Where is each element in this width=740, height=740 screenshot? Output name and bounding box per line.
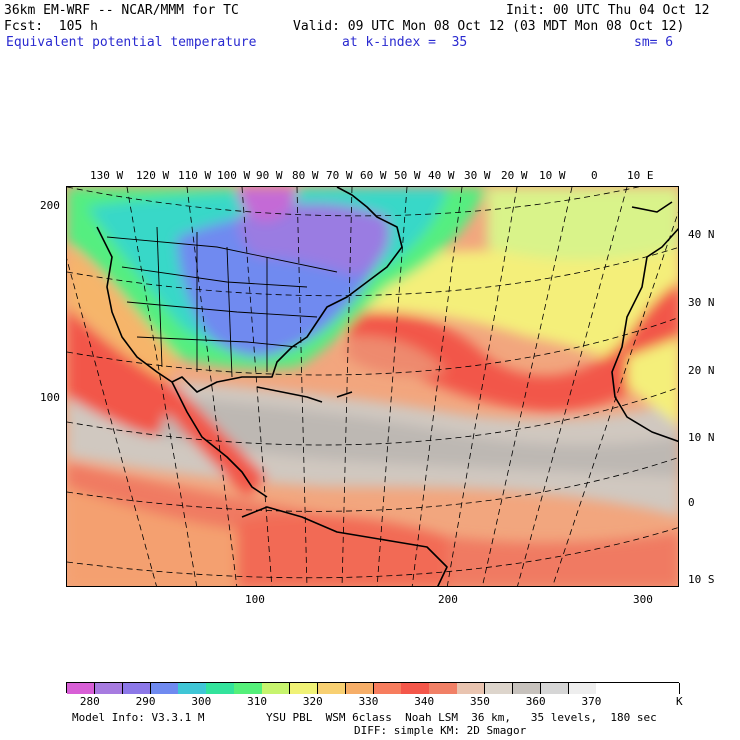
longitude-label: 30 W [464, 169, 491, 182]
grid-x-label: 300 [633, 593, 653, 606]
longitude-label: 60 W [360, 169, 387, 182]
color-scale-segment [94, 683, 124, 694]
color-scale-unit: K [676, 695, 683, 708]
color-scale-segment [150, 683, 179, 694]
longitude-label: 10 E [627, 169, 654, 182]
init-time: Init: 00 UTC Thu 04 Oct 12 [506, 3, 710, 18]
map-panel [66, 186, 679, 587]
color-scale-segment [373, 683, 402, 694]
level-label: at k-index = 35 [342, 35, 468, 50]
smoothing-label: sm= 6 [634, 35, 674, 50]
longitude-label: 100 W [217, 169, 251, 182]
coastlines [96, 187, 678, 586]
latitude-label: 0 [688, 496, 695, 509]
color-scale-segment [262, 683, 291, 694]
longitude-label: 20 W [501, 169, 528, 182]
color-scale-segment [568, 683, 597, 694]
color-scale-segment [67, 683, 96, 694]
color-scale-label: 280 [79, 695, 100, 708]
forecast-hour: Fcst: 105 h [4, 19, 98, 34]
latitude-label: 40 N [688, 228, 715, 241]
longitude-label: 0 [591, 169, 598, 182]
color-scale-segment [401, 683, 430, 694]
color-scale-label: 340 [414, 695, 435, 708]
grid-x-label: 100 [245, 593, 265, 606]
model-title: 36km EM-WRF -- NCAR/MMM for TC [4, 3, 239, 18]
longitude-label: 110 W [178, 169, 212, 182]
theta-e-map [67, 187, 678, 586]
color-scale-segment [429, 683, 458, 694]
color-scale-label: 330 [358, 695, 379, 708]
longitude-label: 40 W [428, 169, 455, 182]
color-scale-label: 320 [302, 695, 323, 708]
borders [106, 226, 338, 378]
color-scale-segment [234, 683, 263, 694]
color-scale-segment [624, 683, 653, 694]
longitude-label: 80 W [292, 169, 319, 182]
color-scale-label: 310 [247, 695, 267, 708]
color-scale-segment [345, 683, 374, 694]
color-scale-segment [596, 683, 625, 694]
color-scale-segment [317, 683, 347, 694]
longitude-label: 10 W [539, 169, 566, 182]
physics-options: YSU PBL WSM 6class Noah LSM 36 km, 35 le… [266, 711, 657, 724]
valid-time: Valid: 09 UTC Mon 08 Oct 12 (03 MDT Mon … [293, 19, 685, 34]
color-scale-segment [652, 683, 681, 694]
color-scale-segment [457, 683, 486, 694]
color-scale-bar [66, 682, 681, 694]
color-scale-segment [512, 683, 542, 694]
latitude-label: 10 N [688, 431, 715, 444]
color-scale-segment [540, 683, 570, 694]
color-scale-label: 370 [581, 695, 602, 708]
color-scale-label: 290 [135, 695, 156, 708]
longitude-label: 130 W [90, 169, 124, 182]
latitude-label: 10 S [688, 573, 715, 586]
color-scale-label: 300 [191, 695, 212, 708]
longitude-label: 70 W [326, 169, 353, 182]
longitude-label: 90 W [256, 169, 283, 182]
color-scale-segment [289, 683, 319, 694]
grid-y-label: 200 [40, 199, 60, 212]
diffusion-options: DIFF: simple KM: 2D Smagor [354, 724, 527, 737]
color-scale-segment [484, 683, 514, 694]
lat-lon-grid [67, 187, 678, 586]
color-scale-label: 350 [470, 695, 490, 708]
field-name: Equivalent potential temperature [6, 35, 257, 50]
color-scale-segment [122, 683, 152, 694]
color-scale-label: 360 [525, 695, 546, 708]
latitude-label: 30 N [688, 296, 715, 309]
model-info: Model Info: V3.3.1 M [72, 711, 205, 724]
longitude-label: 50 W [394, 169, 421, 182]
color-scale-segment [206, 683, 235, 694]
longitude-label: 120 W [136, 169, 170, 182]
grid-y-label: 100 [40, 391, 60, 404]
grid-x-label: 200 [438, 593, 458, 606]
latitude-label: 20 N [688, 364, 715, 377]
color-scale-segment [178, 683, 207, 694]
